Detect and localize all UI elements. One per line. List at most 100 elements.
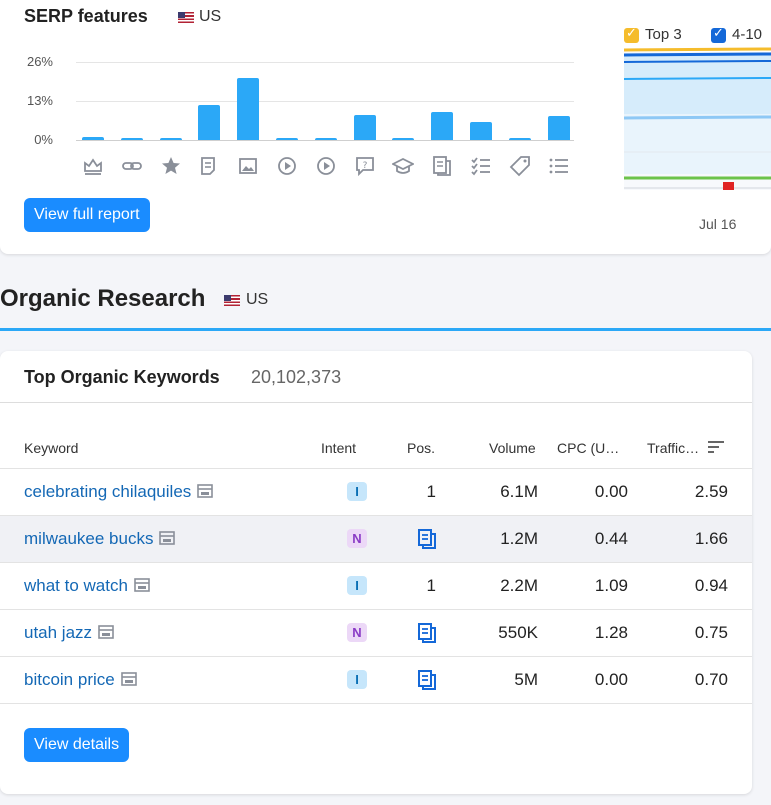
serp-feature-bar[interactable] (159, 138, 182, 140)
view-details-button[interactable]: View details (24, 728, 130, 762)
legend-4-10[interactable]: 4-10 (711, 25, 763, 43)
serp-features-title: SERP features (24, 6, 148, 26)
serp-feature-bar[interactable] (120, 138, 143, 140)
news-icon[interactable] (431, 155, 453, 177)
volume-value: 6.1M (500, 482, 538, 501)
header-intent[interactable]: Intent (321, 440, 357, 456)
intent-badge: N (347, 623, 367, 642)
position-area-chart (623, 47, 771, 195)
serp-snapshot-icon[interactable] (120, 671, 137, 686)
legend-top3[interactable]: Top 3 (624, 25, 682, 43)
news-feature-icon[interactable] (417, 622, 437, 644)
serp-feature-bar[interactable] (470, 122, 492, 140)
volume-value: 1.2M (500, 529, 538, 548)
image-icon[interactable] (237, 155, 259, 177)
legend-top3-label: Top 3 (645, 26, 682, 43)
serp-snapshot-icon[interactable] (98, 624, 114, 639)
sort-desc-icon[interactable] (708, 440, 724, 454)
article-icon[interactable] (198, 155, 220, 177)
view-full-report-button[interactable]: View full report (24, 198, 150, 232)
position-value: 1 (426, 482, 436, 501)
keyword-link[interactable]: milwaukee bucks (24, 529, 176, 549)
cpc-value: 1.09 (594, 576, 628, 595)
intent-badge: I (347, 482, 367, 501)
traffic-value: 0.94 (694, 576, 728, 595)
crown-icon[interactable] (82, 155, 104, 177)
volume-value: 550K (498, 623, 538, 642)
y-tick-label: 26% (26, 54, 53, 69)
serp-feature-bar[interactable] (431, 112, 454, 140)
us-flag-icon (178, 11, 194, 23)
video-play-icon[interactable] (276, 155, 298, 177)
keyword-link[interactable]: what to watch (24, 576, 150, 596)
keyword-text: utah jazz (24, 623, 93, 642)
table-row[interactable]: what to watch I 1 2.2M 1.09 0.94 (0, 562, 752, 609)
position-value: 1 (426, 576, 436, 595)
table-bottom-divider (0, 703, 752, 704)
cpc-value: 0.00 (594, 482, 628, 501)
serp-feature-bar[interactable] (276, 138, 298, 140)
header-keyword[interactable]: Keyword (24, 440, 79, 456)
header-cpc[interactable]: CPC (U… (557, 440, 620, 456)
serp-feature-bar[interactable] (508, 138, 531, 140)
traffic-value: 0.75 (694, 623, 728, 642)
tag-icon[interactable] (509, 155, 531, 177)
star-icon[interactable] (160, 155, 182, 177)
organic-country: US (224, 291, 268, 309)
organic-country-label: US (246, 291, 269, 308)
list-icon[interactable] (548, 155, 570, 177)
serp-feature-bar[interactable] (353, 115, 376, 140)
flag-marker-icon (723, 182, 734, 195)
header-volume[interactable]: Volume (489, 440, 536, 456)
x-axis-date: Jul 16 (699, 216, 737, 232)
table-row[interactable]: celebrating chilaquiles I 1 6.1M 0.00 2.59 (0, 468, 752, 515)
serp-feature-bar[interactable] (237, 78, 260, 140)
table-row[interactable]: bitcoin price I 5M 0.00 0.70 (0, 656, 752, 703)
y-tick-label: 0% (34, 132, 53, 147)
keyword-text: milwaukee bucks (24, 529, 154, 548)
keyword-text: bitcoin price (24, 670, 115, 689)
intent-badge: I (347, 576, 367, 595)
position-distribution-chart: Top 3 4-10 (623, 25, 771, 195)
serp-country-label: US (199, 8, 222, 25)
faq-icon[interactable]: ? (354, 155, 376, 177)
intent-badge: I (347, 670, 367, 689)
svg-text:?: ? (362, 161, 367, 171)
header-pos[interactable]: Pos. (407, 440, 436, 456)
news-feature-icon[interactable] (417, 669, 437, 691)
traffic-value: 1.66 (694, 529, 728, 548)
serp-snapshot-icon[interactable] (197, 483, 214, 498)
serp-snapshot-icon[interactable] (134, 577, 150, 592)
serp-feature-bar[interactable] (314, 138, 337, 140)
cpc-value: 1.28 (594, 623, 628, 642)
serp-feature-bar[interactable] (198, 104, 221, 140)
grid-line (76, 140, 574, 141)
keyword-link[interactable]: celebrating chilaquiles (24, 482, 214, 502)
serp-feature-bar[interactable] (392, 138, 415, 140)
serp-feature-bar[interactable] (82, 137, 104, 140)
traffic-value: 2.59 (694, 482, 728, 501)
checklist-icon[interactable] (470, 155, 492, 177)
cpc-value: 0.00 (594, 670, 628, 689)
legend-4-10-label: 4-10 (732, 26, 763, 43)
y-tick-label: 13% (26, 93, 53, 108)
title-divider (0, 402, 752, 403)
table-row[interactable]: utah jazz N 550K 1.28 0.75 (0, 609, 752, 656)
section-divider (0, 328, 771, 331)
serp-feature-bar[interactable] (547, 115, 570, 140)
graduation-cap-icon[interactable] (391, 155, 416, 177)
news-feature-icon[interactable] (417, 528, 437, 550)
keywords-count: 20,102,373 (251, 367, 342, 387)
header-traffic[interactable]: Traffic… (647, 440, 700, 456)
cpc-value: 0.44 (594, 529, 628, 548)
serp-country: US (178, 8, 221, 26)
video-carousel-icon[interactable] (315, 155, 337, 177)
organic-research-title: Organic Research (0, 285, 206, 312)
top-organic-keywords-card: Top Organic Keywords 20,102,373 Keyword … (0, 351, 752, 794)
checkbox-checked-icon (711, 25, 726, 43)
table-row[interactable]: milwaukee bucks N 1.2M 0.44 1.66 (0, 515, 752, 562)
serp-snapshot-icon[interactable] (159, 530, 176, 545)
keyword-link[interactable]: utah jazz (24, 623, 114, 643)
keyword-link[interactable]: bitcoin price (24, 670, 137, 690)
link-icon[interactable] (121, 155, 143, 177)
